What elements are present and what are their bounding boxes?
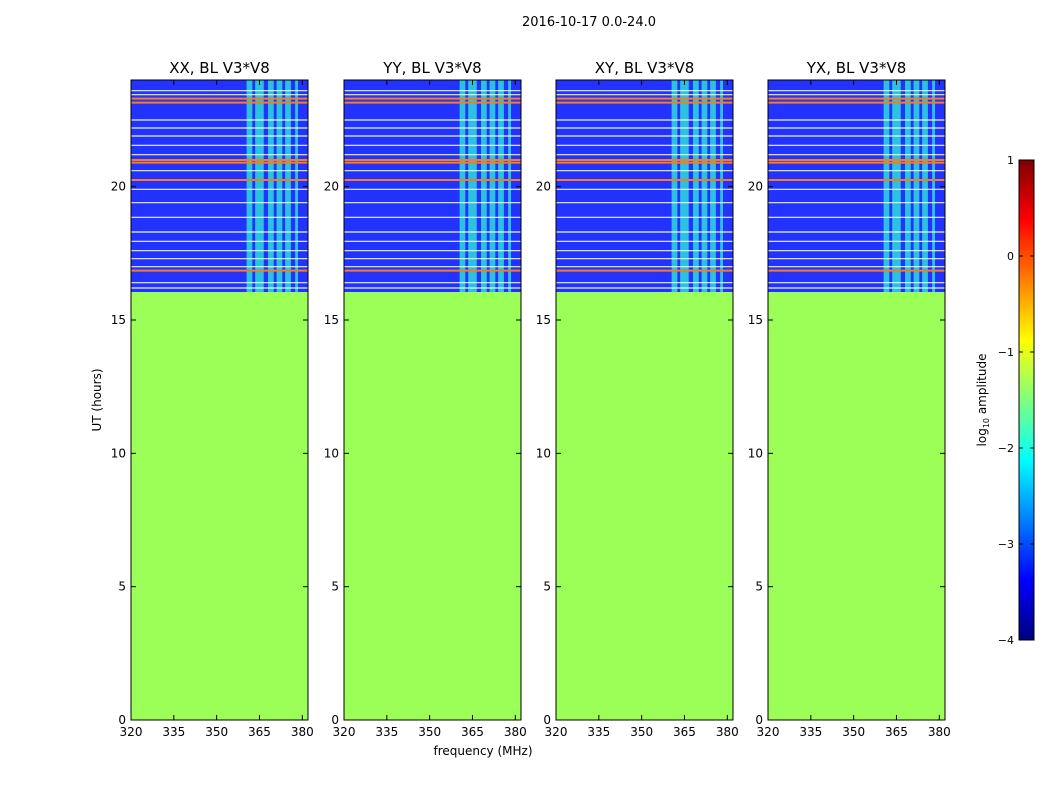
x-tick-label: 365	[461, 725, 484, 739]
colorbar: 1 0 −1 −2 −3 −4	[998, 154, 1035, 647]
rfi-band	[892, 80, 901, 292]
rfi-band	[913, 80, 920, 292]
axes-frame	[555, 79, 734, 721]
y-tick-label: 20	[111, 180, 126, 194]
x-tick-label: 320	[545, 725, 568, 739]
y-tick-label: 20	[536, 180, 551, 194]
rfi-band	[246, 80, 253, 292]
rfi-band	[508, 80, 512, 292]
fill-region	[344, 292, 521, 720]
rfi-band	[459, 80, 466, 292]
axes-frame	[130, 79, 309, 721]
fill-region	[768, 292, 945, 720]
rfi-band	[680, 80, 689, 292]
figure-suptitle: 2016-10-17 0.0-24.0	[522, 15, 656, 30]
axes-frame	[343, 79, 522, 721]
x-tick-label: 365	[673, 725, 696, 739]
colorbar-tick-label: −3	[998, 538, 1014, 551]
x-tick-label: 365	[885, 725, 908, 739]
fill-region	[556, 292, 733, 720]
rfi-band	[255, 80, 264, 292]
y-tick-label: 0	[543, 713, 551, 727]
rfi-band	[883, 80, 890, 292]
rfi-band	[295, 80, 299, 292]
rfi-band	[701, 80, 708, 292]
y-tick-label: 20	[748, 180, 763, 194]
panel-title: XX, BL V3*V8	[169, 59, 270, 77]
colorbar-bar	[1018, 159, 1035, 641]
y-tick-label: 0	[331, 713, 339, 727]
rfi-band	[276, 80, 283, 292]
y-tick-label: 5	[755, 580, 763, 594]
colorbar-tick-label: −1	[998, 346, 1014, 359]
colorbar-tick-label: 0	[1007, 250, 1014, 263]
y-tick-label: 15	[111, 313, 126, 327]
colorbar-tick-label: 1	[1007, 154, 1014, 167]
rfi-band	[720, 80, 724, 292]
y-tick-label: 5	[118, 580, 126, 594]
rfi-band	[710, 80, 716, 292]
x-tick-label: 350	[630, 725, 653, 739]
rfi-band	[498, 80, 504, 292]
y-tick-label: 10	[536, 446, 551, 460]
y-tick-label: 5	[543, 580, 551, 594]
x-tick-label: 335	[162, 725, 185, 739]
x-tick-label: 350	[418, 725, 441, 739]
x-tick-label: 380	[504, 725, 527, 739]
x-tick-label: 335	[799, 725, 822, 739]
x-tick-label: 365	[248, 725, 271, 739]
x-tick-label: 350	[205, 725, 228, 739]
y-tick-label: 10	[111, 446, 126, 460]
x-tick-label: 335	[587, 725, 610, 739]
x-tick-label: 335	[375, 725, 398, 739]
x-tick-label: 320	[333, 725, 356, 739]
rfi-band	[268, 80, 274, 292]
panel-title: YY, BL V3*V8	[382, 59, 481, 77]
rfi-band	[481, 80, 487, 292]
rfi-band	[468, 80, 477, 292]
axes-frame	[767, 79, 946, 721]
panel-4: YX, BL V3*V8 320 335 350 365 380 0 5 10 15 20	[748, 59, 951, 739]
y-tick-label: 15	[748, 313, 763, 327]
rfi-band	[932, 80, 936, 292]
x-tick-label: 320	[757, 725, 780, 739]
panel-2: YY, BL V3*V8 320 335 350 365 380 0 5 10 15 20	[324, 59, 527, 739]
rfi-band	[489, 80, 496, 292]
rfi-band	[285, 80, 291, 292]
rfi-band	[693, 80, 699, 292]
x-tick-label: 350	[842, 725, 865, 739]
y-tick-label: 5	[331, 580, 339, 594]
panel-title: XY, BL V3*V8	[595, 59, 695, 77]
rfi-band	[905, 80, 911, 292]
rfi-band	[671, 80, 678, 292]
x-axis-label: frequency (MHz)	[433, 744, 532, 758]
colorbar-label: log10 amplitude	[975, 354, 991, 447]
x-tick-label: 380	[716, 725, 739, 739]
colorbar-tick-label: −4	[998, 634, 1014, 647]
fill-region	[131, 292, 308, 720]
y-tick-label: 0	[755, 713, 763, 727]
panel-1: XX, BL V3*V8 320 335 350 365 380 0 5 10 15 20	[111, 59, 314, 739]
x-tick-label: 320	[120, 725, 143, 739]
rfi-band	[922, 80, 928, 292]
colorbar-tick-label: −2	[998, 442, 1014, 455]
y-tick-label: 15	[536, 313, 551, 327]
y-axis-label: UT (hours)	[90, 368, 104, 431]
y-tick-label: 10	[324, 446, 339, 460]
y-tick-label: 10	[748, 446, 763, 460]
panel-3: XY, BL V3*V8 320 335 350 365 380 0 5 10 15 20	[536, 59, 739, 739]
panel-title: YX, BL V3*V8	[806, 59, 907, 77]
y-tick-label: 20	[324, 180, 339, 194]
y-tick-label: 15	[324, 313, 339, 327]
y-tick-label: 0	[118, 713, 126, 727]
x-tick-label: 380	[291, 725, 314, 739]
x-tick-label: 380	[928, 725, 951, 739]
